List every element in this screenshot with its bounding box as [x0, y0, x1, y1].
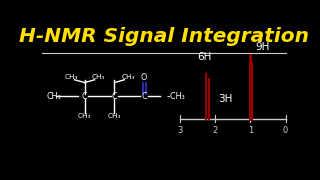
- Text: CH₃: CH₃: [121, 74, 135, 80]
- Text: 3H: 3H: [218, 94, 233, 104]
- Text: CH₃: CH₃: [78, 113, 92, 119]
- Text: C: C: [82, 92, 87, 101]
- Text: H-NMR Signal Integration: H-NMR Signal Integration: [19, 27, 309, 46]
- Text: CH₃: CH₃: [64, 74, 78, 80]
- Text: 1: 1: [248, 126, 253, 135]
- Text: 3: 3: [177, 126, 183, 135]
- Text: 2: 2: [212, 126, 218, 135]
- Text: 0: 0: [283, 126, 288, 135]
- Text: 9H: 9H: [256, 42, 270, 52]
- Text: 6H: 6H: [197, 52, 211, 62]
- Text: C: C: [141, 92, 147, 101]
- Text: CH₃: CH₃: [108, 113, 121, 119]
- Text: CH₃: CH₃: [92, 74, 105, 80]
- Text: –CH₃: –CH₃: [166, 92, 185, 101]
- Text: CH₃: CH₃: [46, 92, 61, 101]
- Text: O: O: [141, 73, 147, 82]
- Text: C: C: [112, 92, 117, 101]
